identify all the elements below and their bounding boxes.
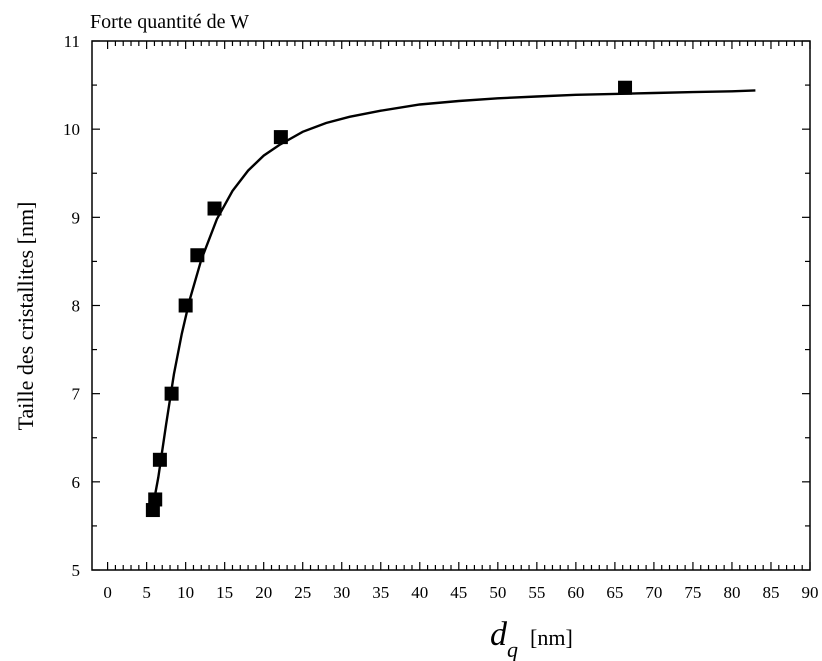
x-tick-label: 60: [567, 583, 584, 602]
data-point: [207, 201, 222, 216]
data-point: [618, 80, 633, 95]
y-tick-label: 5: [72, 561, 81, 580]
x-tick-label: 80: [723, 583, 740, 602]
tick-marks: [92, 40, 811, 571]
x-tick-label: 5: [142, 583, 151, 602]
plot-frame: [91, 40, 811, 571]
y-tick-label: 6: [72, 473, 81, 492]
fit-curve: [150, 89, 756, 516]
x-tick-label: 75: [684, 583, 701, 602]
x-axis-variable: d: [490, 616, 508, 653]
x-tick-label: 45: [450, 583, 467, 602]
x-tick-label: 65: [606, 583, 623, 602]
x-tick-label: 10: [177, 583, 194, 602]
x-tick-label: 35: [372, 583, 389, 602]
data-point: [178, 298, 193, 313]
y-tick-label: 10: [63, 120, 80, 139]
x-tick-label: 20: [255, 583, 272, 602]
data-point: [164, 386, 179, 401]
x-tick-label: 0: [103, 583, 112, 602]
x-tick-label: 55: [528, 583, 545, 602]
tick-labels: 0 5 10 15 20 25 30 35 40 45 50 55 60 65 70 75 80 85 90 5 6 7 8…: [63, 32, 819, 602]
y-axis-label: Taille des cristallites [nm]: [13, 202, 38, 431]
data-point: [145, 503, 160, 518]
x-tick-label: 15: [216, 583, 233, 602]
x-tick-label: 70: [645, 583, 662, 602]
y-tick-label: 8: [72, 297, 81, 316]
chart-title: Forte quantité de W: [90, 11, 249, 33]
x-tick-label: 30: [333, 583, 350, 602]
x-tick-label: 50: [489, 583, 506, 602]
y-tick-label: 11: [64, 32, 80, 51]
y-tick-label: 7: [72, 385, 81, 404]
data-point: [273, 130, 288, 145]
data-points: [145, 80, 633, 518]
data-point: [190, 248, 205, 263]
x-axis-label: dq [nm]: [490, 616, 573, 661]
x-tick-label: 85: [762, 583, 779, 602]
x-tick-label: 25: [294, 583, 311, 602]
x-tick-label: 90: [802, 583, 819, 602]
x-axis-unit: [nm]: [530, 625, 573, 650]
x-tick-label: 40: [411, 583, 428, 602]
y-tick-label: 9: [72, 208, 81, 227]
data-point: [148, 492, 163, 507]
data-point: [152, 452, 167, 467]
x-axis-subscript: q: [507, 637, 518, 661]
